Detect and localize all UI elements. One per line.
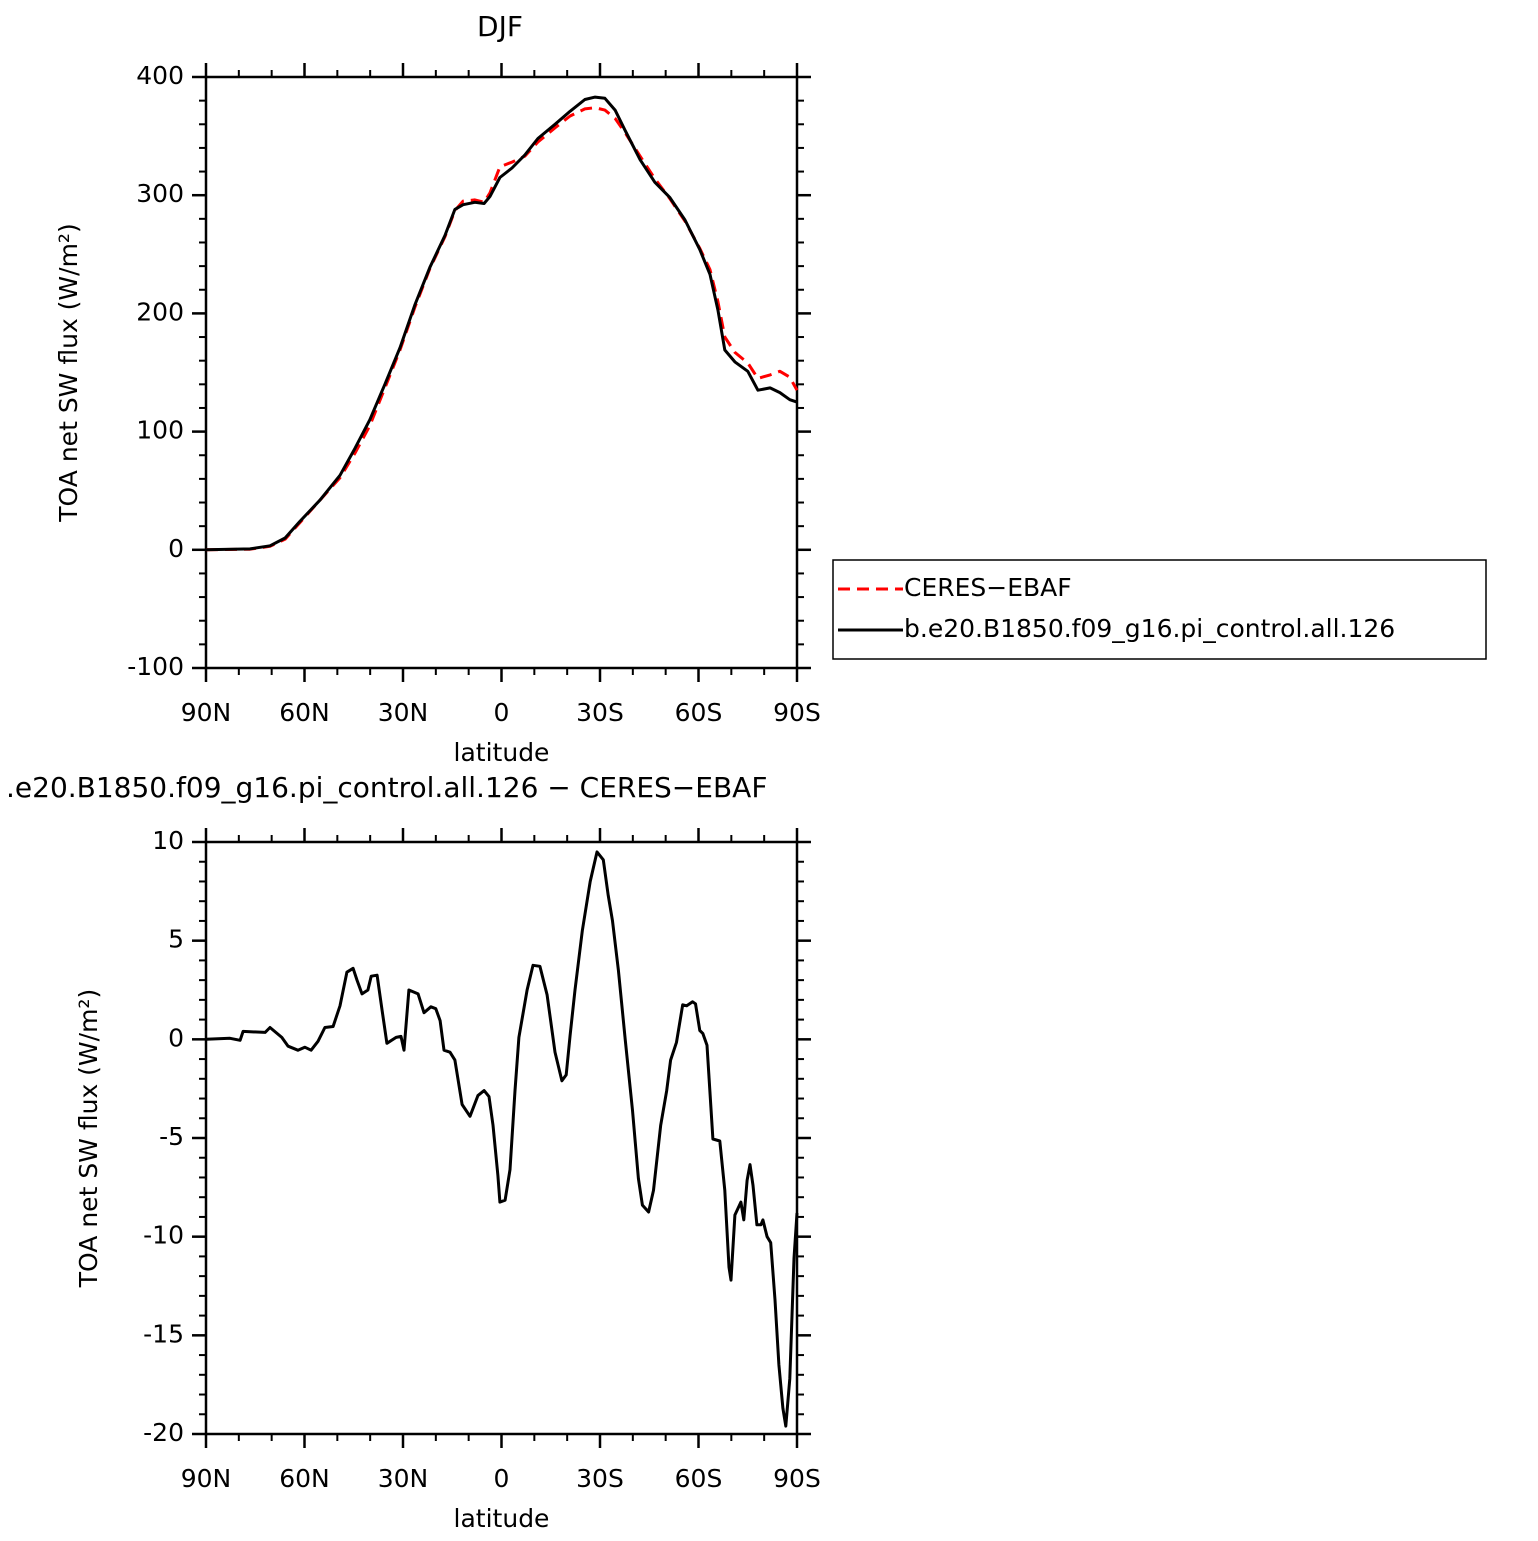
chart-title: .e20.B1850.f09_g16.pi_control.all.126 − … (6, 771, 767, 804)
x-axis-label: latitude (454, 1504, 550, 1533)
y-tick-label: -10 (143, 1221, 184, 1250)
x-tick-label: 0 (494, 1464, 510, 1493)
x-tick-label: 30N (378, 698, 429, 727)
x-tick-label: 90S (773, 1464, 821, 1493)
data-line (205, 106, 799, 552)
data-line (205, 95, 798, 552)
x-tick-label: 0 (494, 698, 510, 727)
x-tick-label: 30N (378, 1464, 429, 1493)
legend-label: CERES−EBAF (904, 573, 1072, 602)
x-tick-label: 60N (279, 1464, 330, 1493)
x-tick-label: 60N (279, 698, 330, 727)
x-tick-label: 30S (576, 1464, 624, 1493)
y-tick-label: 5 (168, 925, 184, 954)
plot-frame (204, 75, 799, 670)
x-tick-label: 90N (181, 1464, 232, 1493)
y-tick-label: -5 (159, 1122, 184, 1151)
y-tick-label: 0 (168, 1023, 184, 1052)
x-tick-label: 30S (576, 698, 624, 727)
y-tick-label: 300 (136, 179, 184, 208)
x-tick-label: 60S (675, 698, 723, 727)
legend-box (832, 559, 1487, 660)
x-axis-label: latitude (454, 738, 550, 767)
y-tick-label: 0 (168, 534, 184, 563)
y-tick-label: 10 (152, 826, 184, 855)
x-tick-label: 90N (181, 698, 232, 727)
y-tick-label: 200 (136, 297, 184, 326)
data-line (205, 850, 799, 1428)
y-tick-label: -20 (143, 1418, 184, 1447)
x-tick-label: 60S (675, 1464, 723, 1493)
y-tick-label: 400 (136, 61, 184, 90)
y-tick-label: -100 (127, 652, 184, 681)
y-tick-label: 100 (136, 416, 184, 445)
y-axis-label: TOA net SW flux (W/m²) (74, 989, 103, 1288)
chart-title: DJF (477, 10, 523, 43)
x-tick-label: 90S (773, 698, 821, 727)
legend-label: b.e20.B1850.f09_g16.pi_control.all.126 (904, 614, 1395, 643)
plot-frame (204, 840, 799, 1436)
y-tick-label: -15 (143, 1319, 184, 1348)
y-axis-label: TOA net SW flux (W/m²) (54, 223, 83, 522)
